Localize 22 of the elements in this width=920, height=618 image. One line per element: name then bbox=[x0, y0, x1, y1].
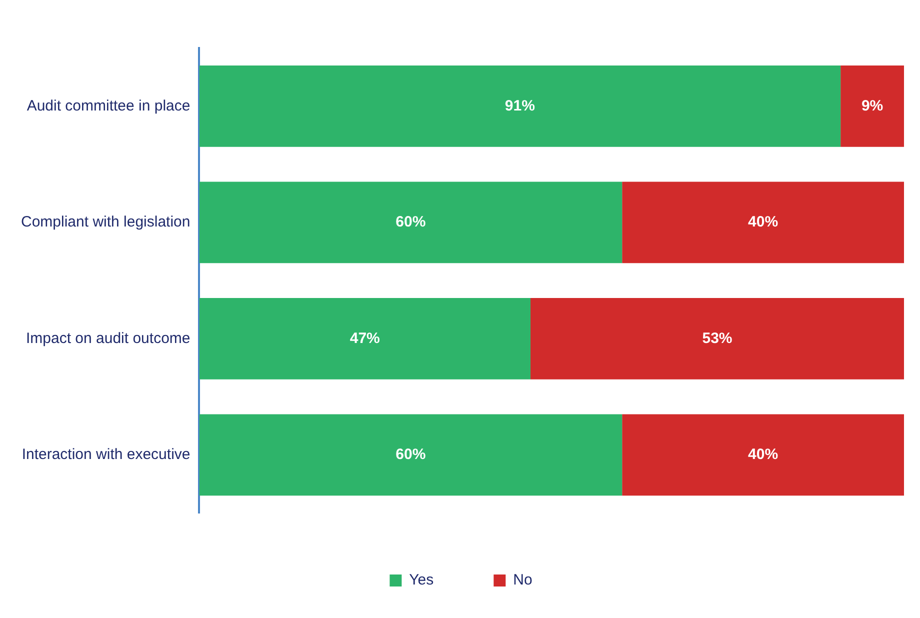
y-tick-label: Interaction with executive bbox=[22, 446, 190, 464]
y-tick-label: Compliant with legislation bbox=[21, 214, 190, 231]
y-tick-label: Audit committee in place bbox=[26, 97, 190, 114]
bar bbox=[840, 65, 904, 147]
data-label: 60% bbox=[396, 446, 426, 464]
bar bbox=[622, 414, 904, 496]
data-label: 91% bbox=[504, 97, 535, 114]
data-label: 9% bbox=[861, 97, 884, 114]
bar bbox=[199, 298, 530, 380]
data-label: 40% bbox=[748, 214, 778, 231]
bar bbox=[199, 182, 622, 264]
data-label: 47% bbox=[350, 330, 380, 347]
data-label: 60% bbox=[396, 214, 426, 231]
data-label: 40% bbox=[748, 446, 778, 464]
y-tick-label: Impact on audit outcome bbox=[26, 330, 190, 347]
legend-label: Yes bbox=[409, 572, 434, 589]
legend-label: No bbox=[513, 572, 532, 589]
data-label: 53% bbox=[702, 330, 732, 347]
bar bbox=[199, 414, 622, 496]
bar bbox=[622, 182, 904, 264]
bar bbox=[530, 298, 904, 380]
bar bbox=[199, 65, 841, 147]
